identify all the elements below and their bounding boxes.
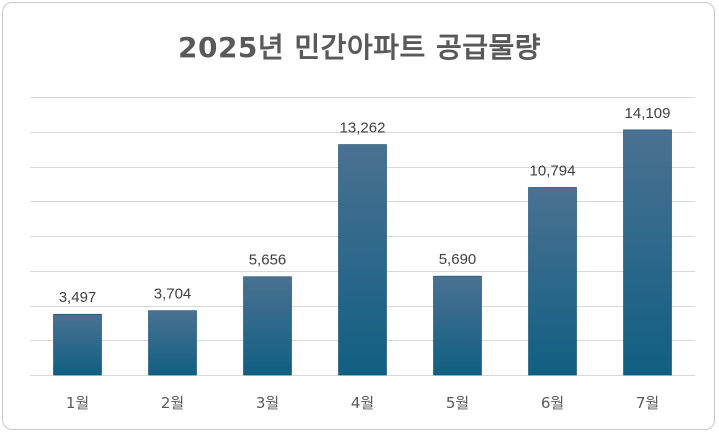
x-tick-label: 7월 — [636, 394, 659, 412]
x-tick-label: 3월 — [256, 394, 279, 412]
chart-title: 2025년 민간아파트 공급물량 — [177, 31, 542, 64]
data-label: 13,262 — [340, 120, 386, 137]
data-label: 14,109 — [625, 105, 671, 122]
bar — [53, 313, 102, 376]
bar — [148, 310, 197, 376]
data-label: 10,794 — [530, 162, 576, 179]
bar — [623, 129, 672, 376]
bar — [528, 187, 577, 376]
bar — [433, 275, 482, 376]
bars — [53, 129, 672, 376]
bar — [243, 276, 292, 376]
data-label: 5,656 — [249, 252, 287, 269]
x-tick-label: 4월 — [351, 394, 374, 412]
data-label: 3,497 — [59, 289, 97, 306]
data-label: 5,690 — [439, 251, 477, 268]
x-axis-labels: 1월 2월 3월 4월 5월 6월 7월 — [66, 394, 659, 412]
data-label: 3,704 — [154, 286, 192, 303]
bar — [338, 144, 387, 376]
x-tick-label: 1월 — [66, 394, 89, 412]
x-tick-label: 5월 — [446, 394, 469, 412]
data-labels: 3,497 3,704 5,656 13,262 5,690 10,794 14,109 — [59, 105, 671, 306]
x-tick-label: 6월 — [541, 394, 564, 412]
x-tick-label: 2월 — [161, 394, 184, 412]
